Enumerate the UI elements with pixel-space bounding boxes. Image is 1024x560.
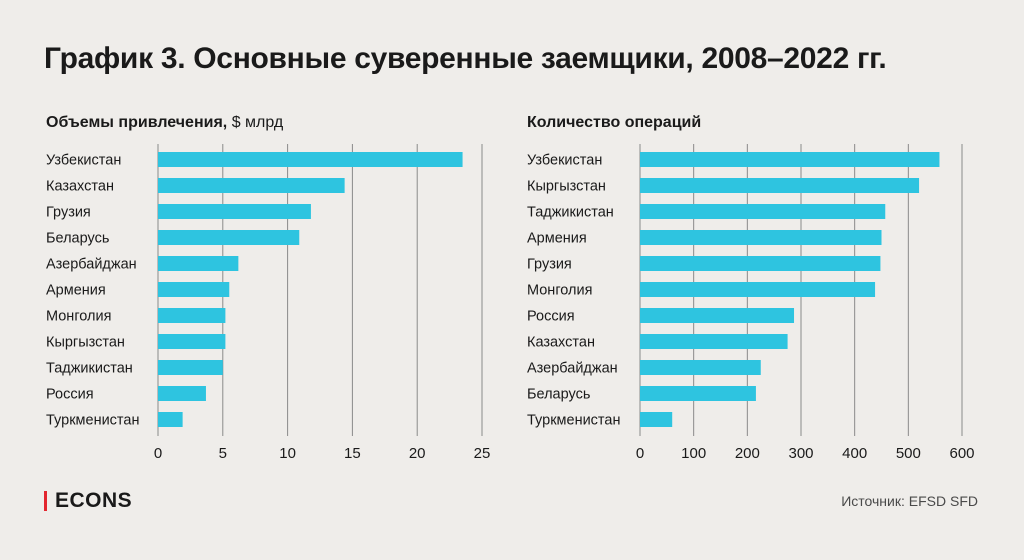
- volume-tick-label: 20: [409, 445, 426, 462]
- operations-bar: [640, 282, 876, 297]
- volume-category-label: Азербайджан: [46, 257, 137, 273]
- operations-tick-label: 500: [896, 445, 921, 462]
- operations-bar: [640, 152, 940, 167]
- volume-bar: [158, 230, 300, 245]
- operations-category-label: Казахстан: [527, 335, 595, 351]
- operations-category-label: Армения: [527, 231, 587, 247]
- volume-bar: [158, 204, 311, 219]
- operations-bar: [640, 204, 886, 219]
- operations-bar: [640, 386, 756, 401]
- chart-title: График 3. Основные суверенные заемщики, …: [44, 42, 887, 75]
- operations-category-label: Россия: [527, 309, 575, 325]
- operations-category-label: Монголия: [527, 283, 592, 299]
- volume-bar: [158, 412, 183, 427]
- operations-category-label: Грузия: [527, 257, 572, 273]
- volume-bar: [158, 178, 345, 193]
- logo-accent-bar: [44, 491, 47, 511]
- operations-bar-chart: 0 100 200 300 400 500 600 Узбекистан Кыргызстан Т…: [527, 144, 975, 462]
- operations-tick-label: 100: [681, 445, 706, 462]
- operations-category-label: Кыргызстан: [527, 179, 606, 195]
- volume-bar: [158, 152, 463, 167]
- volume-category-label: Туркменистан: [46, 413, 139, 429]
- volume-bar: [158, 360, 223, 375]
- operations-bar: [640, 412, 673, 427]
- volume-category-label: Беларусь: [46, 231, 109, 247]
- operations-tick-label: 300: [788, 445, 813, 462]
- operations-tick-label: 600: [949, 445, 974, 462]
- volume-bar: [158, 308, 226, 323]
- econs-logo: ECONS: [44, 489, 132, 513]
- left-panel-title: Объемы привлечения, $ млрд: [46, 114, 283, 132]
- volume-tick-label: 10: [279, 445, 296, 462]
- operations-bar: [640, 334, 788, 349]
- operations-bar: [640, 308, 795, 323]
- operations-category-label: Туркменистан: [527, 413, 620, 429]
- operations-bar: [640, 178, 920, 193]
- volume-category-label: Армения: [46, 283, 106, 299]
- volume-bar: [158, 334, 226, 349]
- operations-tick-label: 400: [842, 445, 867, 462]
- operations-category-label: Узбекистан: [527, 153, 602, 169]
- volume-category-label: Кыргызстан: [46, 335, 125, 351]
- operations-tick-label: 200: [735, 445, 760, 462]
- left-panel-title-text: Объемы привлечения,: [46, 114, 228, 131]
- logo-text: ECONS: [55, 489, 133, 512]
- volume-category-label: Узбекистан: [46, 153, 121, 169]
- volume-bar: [158, 256, 239, 271]
- operations-bar: [640, 256, 881, 271]
- volume-tick-label: 25: [474, 445, 491, 462]
- volume-category-label: Казахстан: [46, 179, 114, 195]
- volume-category-label: Грузия: [46, 205, 91, 221]
- volume-tick-label: 15: [344, 445, 361, 462]
- right-panel-title-text: Количество операций: [527, 114, 702, 131]
- right-panel-title: Количество операций: [527, 114, 701, 132]
- volume-tick-label: 5: [219, 445, 227, 462]
- operations-bar: [640, 230, 882, 245]
- operations-tick-label: 0: [636, 445, 644, 462]
- source-note: Источник: EFSD SFD: [841, 493, 978, 509]
- volume-category-label: Таджикистан: [46, 361, 133, 377]
- operations-bar: [640, 360, 761, 375]
- left-panel-title-unit: $ млрд: [231, 114, 284, 131]
- volume-bar: [158, 386, 206, 401]
- operations-category-label: Беларусь: [527, 387, 590, 403]
- operations-category-label: Таджикистан: [527, 205, 614, 221]
- volume-category-label: Россия: [46, 387, 94, 403]
- volume-bar-chart: 0 5 10 15 20 25 Узбекистан Казахстан Грузия Белар…: [46, 144, 491, 462]
- operations-category-label: Азербайджан: [527, 361, 618, 377]
- volume-category-label: Монголия: [46, 309, 111, 325]
- volume-tick-label: 0: [154, 445, 162, 462]
- volume-bar: [158, 282, 230, 297]
